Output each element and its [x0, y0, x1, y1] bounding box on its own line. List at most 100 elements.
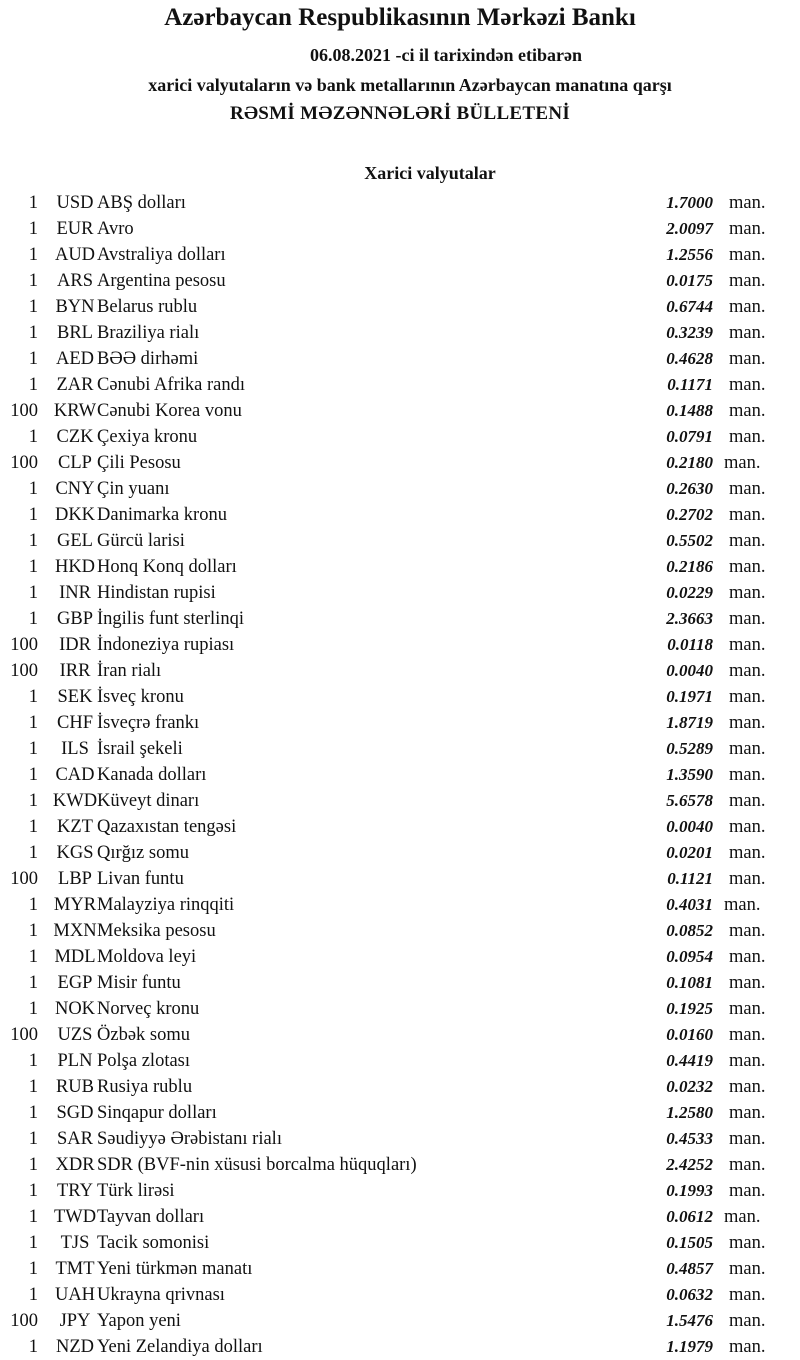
rate-row: 1 KWD Küveyt dinarı 5.6578 man. [0, 788, 800, 814]
unit-label: man. [724, 1207, 761, 1227]
nominal: 1 [28, 1051, 38, 1071]
unit-label: man. [729, 817, 766, 837]
exchange-rate: 1.7000 [666, 193, 713, 212]
currency-code: SGD [56, 1103, 94, 1123]
currency-name: Tayvan dolları [97, 1207, 205, 1227]
currency-name: Türk lirəsi [97, 1181, 175, 1201]
nominal: 1 [28, 427, 38, 447]
currency-name: BƏƏ dirhəmi [97, 349, 199, 369]
unit-label: man. [729, 1311, 766, 1331]
exchange-rate: 2.3663 [666, 609, 713, 628]
nominal: 100 [10, 1311, 38, 1331]
nominal: 1 [28, 973, 38, 993]
unit-label: man. [729, 583, 766, 603]
nominal: 1 [28, 739, 38, 759]
unit-label: man. [729, 1077, 766, 1097]
currency-code: SAR [57, 1129, 93, 1149]
unit-label: man. [729, 1103, 766, 1123]
unit-label: man. [729, 219, 766, 239]
currency-code: KZT [57, 817, 93, 837]
currency-name: Belarus rublu [97, 297, 198, 317]
exchange-rate: 0.1081 [666, 973, 713, 992]
unit-label: man. [729, 687, 766, 707]
unit-label: man. [729, 661, 766, 681]
document-title: Azərbaycan Respublikasının Mərkəzi Bankı [164, 4, 636, 31]
rate-row: 100 IDR İndoneziya rupiası 0.0118 man. [0, 632, 800, 658]
nominal: 100 [10, 401, 38, 421]
exchange-rate: 0.1121 [667, 869, 713, 888]
currency-name: Cənubi Afrika randı [97, 375, 245, 395]
nominal: 1 [28, 1233, 38, 1253]
rate-row: 1 ARS Argentina pesosu 0.0175 man. [0, 268, 800, 294]
currency-code: TJS [60, 1233, 90, 1253]
currency-name: SDR (BVF-nin xüsusi borcalma hüquqları) [97, 1155, 417, 1175]
unit-label: man. [729, 531, 766, 551]
currency-name: Avro [97, 219, 134, 239]
rate-row: 1 NZD Yeni Zelandiya dolları 1.1979 man. [0, 1334, 800, 1360]
rate-row: 1 EUR Avro 2.0097 man. [0, 216, 800, 242]
exchange-rate: 0.0632 [666, 1285, 713, 1304]
rate-row: 1 PLN Polşa zlotası 0.4419 man. [0, 1048, 800, 1074]
currency-code: KWD [52, 791, 98, 811]
unit-label: man. [729, 843, 766, 863]
currency-code: IRR [59, 661, 91, 681]
currency-name: Kanada dolları [97, 765, 207, 785]
nominal: 1 [28, 375, 38, 395]
exchange-rate: 1.3590 [666, 765, 713, 784]
currency-code: DKK [54, 505, 96, 525]
exchange-rate: 0.1505 [666, 1233, 713, 1252]
rate-row: 100 KRW Cənubi Korea vonu 0.1488 man. [0, 398, 800, 424]
exchange-rate: 0.4031 [666, 895, 713, 914]
unit-label: man. [729, 505, 766, 525]
nominal: 100 [10, 869, 38, 889]
exchange-rate: 2.0097 [666, 219, 713, 238]
rate-row: 100 UZS Özbək somu 0.0160 man. [0, 1022, 800, 1048]
exchange-rate: 0.0118 [667, 635, 713, 654]
currency-code: GBP [57, 609, 93, 629]
rate-row: 1 MYR Malayziya rinqqiti 0.4031 man. [0, 892, 800, 918]
exchange-rate: 2.4252 [666, 1155, 713, 1174]
exchange-rate: 0.0791 [666, 427, 713, 446]
unit-label: man. [729, 1259, 766, 1279]
rate-row: 1 HKD Honq Konq dolları 0.2186 man. [0, 554, 800, 580]
currency-name: Braziliya rialı [97, 323, 200, 343]
unit-label: man. [729, 1129, 766, 1149]
nominal: 1 [28, 843, 38, 863]
rate-row: 1 TWD Tayvan dolları 0.0612 man. [0, 1204, 800, 1230]
unit-label: man. [729, 713, 766, 733]
unit-label: man. [729, 1051, 766, 1071]
currency-name: Yeni türkmən manatı [97, 1259, 253, 1279]
exchange-rate: 5.6578 [666, 791, 713, 810]
unit-label: man. [729, 1181, 766, 1201]
exchange-rate: 1.2556 [666, 245, 713, 264]
rate-row: 100 LBP Livan funtu 0.1121 man. [0, 866, 800, 892]
currency-code: KRW [53, 401, 97, 421]
currency-code: PLN [57, 1051, 93, 1071]
nominal: 1 [28, 505, 38, 525]
currency-name: Qırğız somu [97, 843, 189, 863]
currency-code: XDR [55, 1155, 95, 1175]
exchange-rate: 0.5502 [666, 531, 713, 550]
rate-row: 1 GEL Gürcü larisi 0.5502 man. [0, 528, 800, 554]
unit-label: man. [729, 739, 766, 759]
exchange-rate: 0.6744 [666, 297, 713, 316]
nominal: 1 [28, 1259, 38, 1279]
currency-code: UAH [54, 1285, 96, 1305]
currency-code: RUB [55, 1077, 95, 1097]
currency-code: SEK [57, 687, 93, 707]
exchange-rate: 0.0612 [666, 1207, 713, 1226]
currency-code: LBP [58, 869, 92, 889]
currency-name: Yeni Zelandiya dolları [97, 1337, 263, 1357]
unit-label: man. [729, 947, 766, 967]
currency-code: CZK [56, 427, 94, 447]
rate-row: 1 CZK Çexiya kronu 0.0791 man. [0, 424, 800, 450]
currency-code: MYR [53, 895, 97, 915]
exchange-rate: 0.0175 [666, 271, 713, 290]
currency-name: Səudiyyə Ərəbistanı rialı [97, 1129, 282, 1149]
rate-row: 1 ZAR Cənubi Afrika randı 0.1171 man. [0, 372, 800, 398]
currency-code: ZAR [56, 375, 94, 395]
document-subtitle: xarici valyutaların və bank metallarının… [148, 75, 672, 95]
exchange-rate: 0.2630 [666, 479, 713, 498]
exchange-rate: 0.2702 [666, 505, 713, 524]
rate-row: 1 MDL Moldova leyi 0.0954 man. [0, 944, 800, 970]
